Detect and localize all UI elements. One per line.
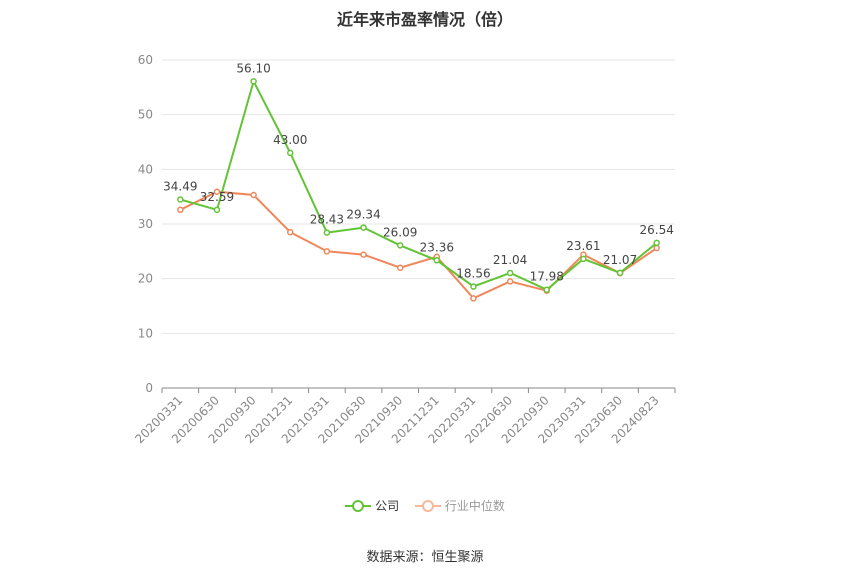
data-point-0 [250,78,257,85]
data-point-1 [287,228,294,236]
data-label: 26.09 [383,225,417,239]
legend-item-industry[interactable]: 行业中位数 [414,497,505,514]
legend-company-label: 公司 [375,499,400,513]
data-point-1 [323,248,331,255]
data-point-0 [287,149,294,157]
series-line-0 [180,78,658,291]
data-point-1 [360,251,367,258]
data-point-1 [177,206,184,214]
y-tick-label: 30 [138,217,153,231]
data-label: 21.07 [603,253,637,267]
legend: 公司 行业中位数 [0,497,850,516]
y-tick-label: 0 [145,381,153,395]
data-point-0 [433,257,441,264]
chart-title: 近年来市盈率情况（倍） [336,10,513,29]
data-label: 32.59 [200,190,234,204]
data-label: 21.04 [493,253,527,267]
data-point-0 [213,206,221,214]
data-point-1 [653,244,660,252]
legend-company-marker [345,499,372,512]
series-line-1 [179,190,658,300]
data-point-0 [396,242,404,249]
legend-industry-marker [414,499,441,512]
source-note: 数据来源：恒生聚源 [366,550,484,565]
data-label: 23.61 [566,239,600,253]
legend-industry-label: 行业中位数 [444,499,505,513]
data-label: 34.49 [163,179,197,193]
y-tick-label: 40 [138,162,153,176]
y-tick-label: 20 [138,272,153,286]
data-label: 26.54 [639,223,673,237]
data-point-1 [506,278,514,285]
data-label: 43.00 [273,133,307,147]
data-point-0 [616,269,624,277]
data-point-0 [470,283,477,290]
data-point-1 [470,295,477,302]
y-tick-label: 50 [138,108,153,122]
data-label: 18.56 [456,267,490,281]
data-point-0 [543,286,550,293]
data-label: 23.36 [420,240,454,254]
data-point-1 [250,191,257,199]
data-point-0 [360,224,367,231]
data-label: 17.98 [530,270,564,284]
data-point-0 [653,239,660,247]
data-label: 56.10 [236,61,270,75]
data-label: 28.43 [310,213,344,227]
data-point-0 [580,255,587,263]
data-point-0 [323,229,331,236]
data-point-0 [506,269,514,277]
y-tick-label: 10 [138,326,153,340]
data-label: 29.34 [346,208,380,222]
data-point-1 [396,264,404,271]
data-point-1 [213,188,221,195]
y-tick-label: 60 [138,53,153,67]
legend-item-company[interactable]: 公司 [345,497,399,514]
data-point-0 [177,196,184,203]
